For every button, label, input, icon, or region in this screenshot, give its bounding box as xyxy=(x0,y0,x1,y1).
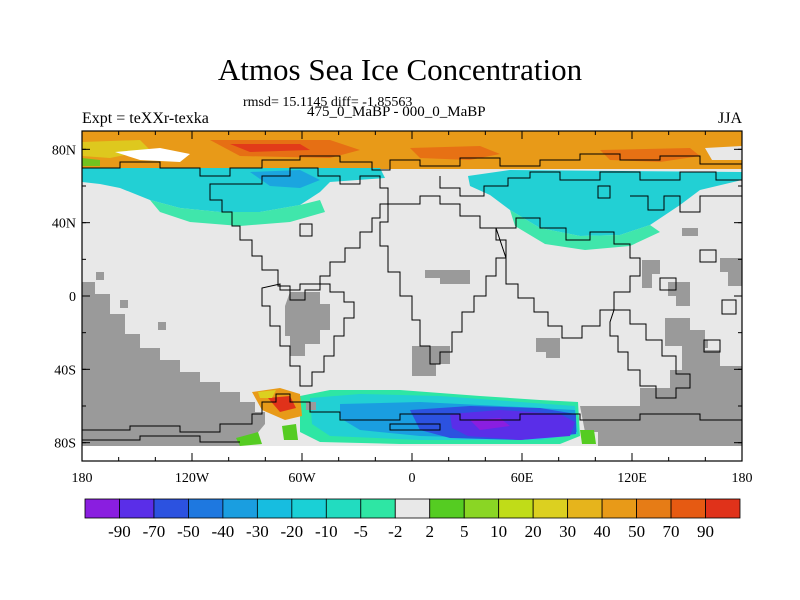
colorbar-label: 30 xyxy=(559,522,576,541)
axis-ticks: 180 120W 60W 0 60E 120E 180 80N 40N 0 40S 80S xyxy=(52,131,753,486)
colorbar-label: -50 xyxy=(177,522,200,541)
colorbar-swatch xyxy=(567,498,603,519)
arctic-blue-core xyxy=(250,170,320,188)
arctic-white-patch-east xyxy=(705,146,742,160)
experiment-label: Expt = teXXr-texka xyxy=(82,110,209,127)
colorbar-swatch xyxy=(670,498,706,519)
x-tick-label: 180 xyxy=(732,471,753,486)
y-tick-label: 80N xyxy=(52,143,76,158)
colorbar-label: 2 xyxy=(425,522,434,541)
colorbar-label: 50 xyxy=(628,522,645,541)
colorbar-swatch xyxy=(532,498,569,519)
map-field xyxy=(82,131,742,461)
pacific-land-cell-4 xyxy=(96,272,104,280)
asia-land-mask xyxy=(642,260,660,288)
antarctic-yellow-patch xyxy=(258,390,276,398)
colorbar-swatch xyxy=(325,498,362,519)
pacific-land-cell-3 xyxy=(158,322,166,330)
arctic-teal-fringe-west xyxy=(150,200,325,226)
colorbar-swatch xyxy=(705,498,741,519)
antarctic-violet-core xyxy=(450,410,575,440)
x-tick-label: 60E xyxy=(511,471,534,486)
colorbar-label: 5 xyxy=(460,522,469,541)
arctic-yellow-patch xyxy=(82,140,150,158)
africa-land-mask xyxy=(425,270,470,284)
x-tick-label: 120E xyxy=(617,471,647,486)
period-text: 475_0_MaBP - 000_0_MaBP xyxy=(307,104,486,120)
coastlines xyxy=(82,153,742,443)
antarctic-land-cell xyxy=(306,402,316,410)
arctic-dark-orange-patch-2 xyxy=(410,146,500,160)
colorbar-swatch xyxy=(636,498,672,519)
colorbar: -90 -70 -50 -40 -30 -20 -10 -5 -2 2 5 10 20 30 40 50 70 9… xyxy=(84,498,741,541)
colorbar-label: 20 xyxy=(525,522,542,541)
season-label: JJA xyxy=(717,110,742,127)
antarctic-green-fringe-3 xyxy=(282,424,298,440)
colorbar-swatch xyxy=(222,498,258,519)
x-tick-label: 60W xyxy=(288,471,316,486)
southern-pacific-land-mask xyxy=(82,282,255,412)
colorbar-label: -10 xyxy=(315,522,338,541)
colorbar-label: -70 xyxy=(143,522,166,541)
colorbar-label: -30 xyxy=(246,522,269,541)
southern-ocean-land-mask-east xyxy=(580,406,742,446)
antarctic-green-fringe-2 xyxy=(580,430,596,444)
colorbar-swatch xyxy=(256,498,293,519)
colorbar-swatch xyxy=(119,498,155,519)
south-america-land-mask xyxy=(285,292,330,356)
southern-pacific-land-lower xyxy=(82,412,265,446)
arctic-red-patch xyxy=(230,144,310,152)
colorbar-swatch xyxy=(360,498,396,519)
rmsd-diff-text: rmsd= 15.1145 diff= -1.85563 xyxy=(243,95,413,110)
colorbar-label: -90 xyxy=(108,522,131,541)
pacific-land-cell-2 xyxy=(120,300,128,308)
y-tick-label: 80S xyxy=(54,437,76,452)
colorbar-swatch xyxy=(394,498,431,519)
colorbar-label: -40 xyxy=(212,522,235,541)
arctic-teal-fringe-east xyxy=(510,210,660,250)
colorbar-label: -2 xyxy=(388,522,402,541)
antarctic-green-fringe-1 xyxy=(236,432,262,446)
figure-title: Atmos Sea Ice Concentration xyxy=(217,52,583,87)
colorbar-swatch xyxy=(601,498,637,519)
colorbar-swatch xyxy=(84,498,120,519)
x-tick-label: 120W xyxy=(175,471,210,486)
arctic-white-streak xyxy=(115,148,190,162)
colorbar-label: 10 xyxy=(490,522,507,541)
indian-ocean-land-mask xyxy=(536,338,560,358)
y-tick-label: 40S xyxy=(54,363,76,378)
colorbar-label: 90 xyxy=(697,522,714,541)
x-tick-label: 0 xyxy=(409,471,416,486)
arctic-cyan-zone-east xyxy=(468,170,742,236)
south-pacific-east-land xyxy=(640,318,742,406)
y-tick-label: 0 xyxy=(69,290,76,305)
colorbar-label: -5 xyxy=(354,522,368,541)
pacific-land-mask-1 xyxy=(668,282,690,306)
colorbar-swatch xyxy=(291,498,327,519)
colorbar-swatch xyxy=(188,498,224,519)
antarctic-purple-spot xyxy=(470,418,510,430)
pacific-land-cell-1 xyxy=(682,228,698,236)
colorbar-swatch xyxy=(463,498,500,519)
colorbar-label: -20 xyxy=(281,522,304,541)
arctic-dark-orange-patch-3 xyxy=(600,148,700,162)
antarctic-red-patch xyxy=(268,396,296,412)
colorbar-label: 70 xyxy=(663,522,680,541)
colorbar-label: 40 xyxy=(594,522,611,541)
pacific-land-mask-2 xyxy=(720,258,742,286)
arctic-green-fringe xyxy=(82,158,100,166)
x-tick-label: 180 xyxy=(72,471,93,486)
colorbar-swatch xyxy=(153,498,189,519)
colorbar-swatch xyxy=(498,498,534,519)
y-tick-label: 40N xyxy=(52,217,76,232)
colorbar-swatch xyxy=(429,498,465,519)
